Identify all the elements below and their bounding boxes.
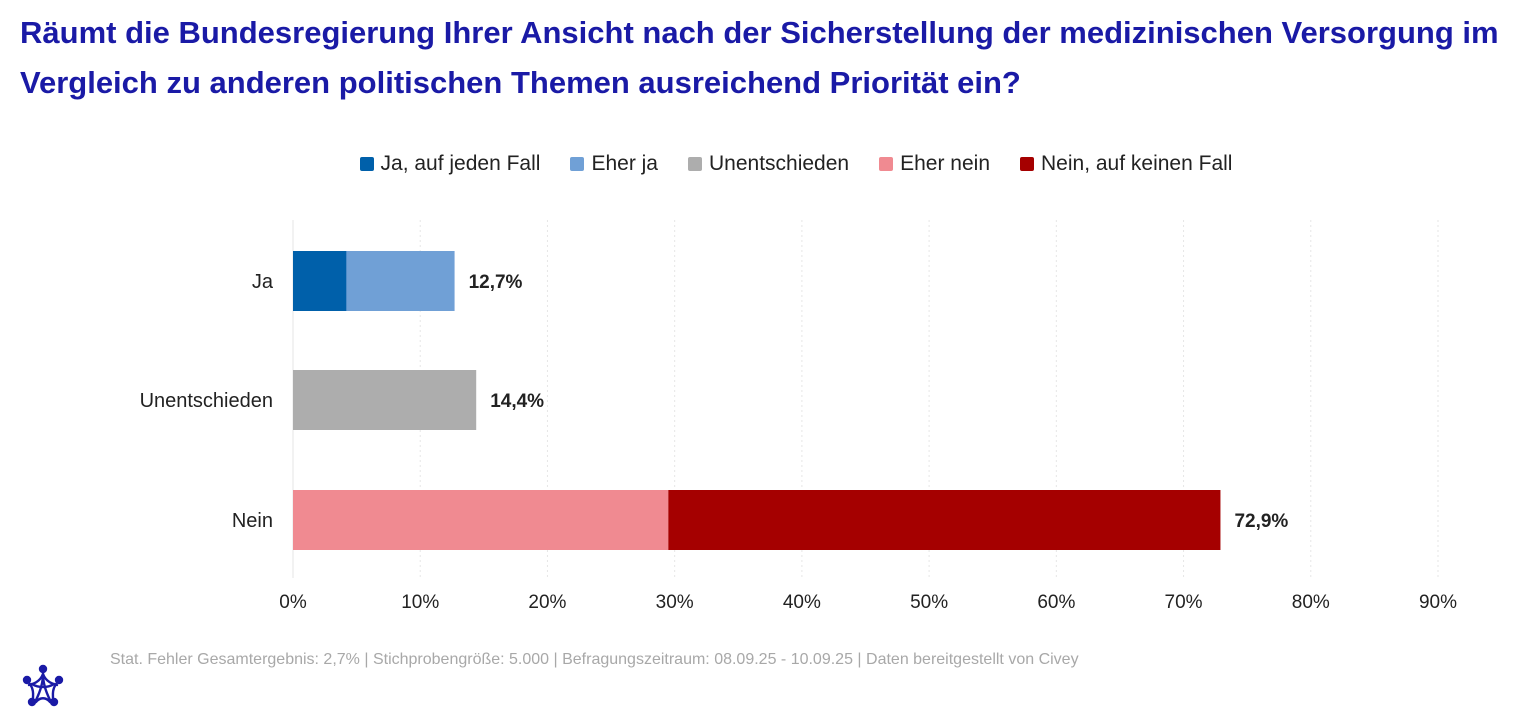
legend-item: Unentschieden <box>688 152 849 176</box>
x-tick-label: 90% <box>1419 592 1457 613</box>
bar-segment <box>668 490 1221 550</box>
legend-item: Eher nein <box>879 152 990 176</box>
x-tick-label: 80% <box>1292 592 1330 613</box>
legend-label: Ja, auf jeden Fall <box>380 152 541 175</box>
x-tick-label: 50% <box>910 592 948 613</box>
data-label: 14,4% <box>490 391 544 412</box>
legend-swatch <box>1020 157 1035 171</box>
x-tick-label: 60% <box>1037 592 1075 613</box>
legend-item: Nein, auf keinen Fall <box>1020 152 1232 176</box>
bar-segment <box>293 490 669 550</box>
legend-item: Eher ja <box>570 152 658 176</box>
x-tick-label: 20% <box>528 592 566 613</box>
legend-swatch <box>359 157 374 171</box>
legend-label: Nein, auf keinen Fall <box>1041 152 1233 175</box>
chart-title: Räumt die Bundesregierung Ihrer Ansicht … <box>20 15 1499 100</box>
legend-label: Unentschieden <box>709 152 850 175</box>
data-label: 12,7% <box>469 272 523 293</box>
legend-item: Ja, auf jeden Fall <box>359 152 541 176</box>
category-label: Unentschieden <box>140 390 273 412</box>
civey-logo-icon <box>22 664 64 707</box>
bar-segment <box>346 251 455 311</box>
chart-footer-note: Stat. Fehler Gesamtergebnis: 2,7% | Stic… <box>110 651 1079 668</box>
legend-swatch <box>879 157 894 171</box>
x-tick-label: 70% <box>1165 592 1203 613</box>
category-label: Nein <box>232 510 273 532</box>
x-tick-label: 40% <box>783 592 821 613</box>
legend-swatch <box>688 157 702 171</box>
x-tick-label: 10% <box>401 592 439 613</box>
bar-segment <box>293 251 347 311</box>
x-tick-label: 30% <box>656 592 694 613</box>
legend-swatch <box>570 157 585 171</box>
chart-legend: Ja, auf jeden Fall Eher ja Unentschieden Eh… <box>0 152 1522 176</box>
x-tick-label: 0% <box>279 592 307 613</box>
data-label: 72,9% <box>1234 511 1288 532</box>
category-label: Ja <box>252 271 274 293</box>
legend-label: Eher ja <box>591 152 658 175</box>
legend-label: Eher nein <box>900 152 991 175</box>
bar-segment <box>293 370 477 430</box>
